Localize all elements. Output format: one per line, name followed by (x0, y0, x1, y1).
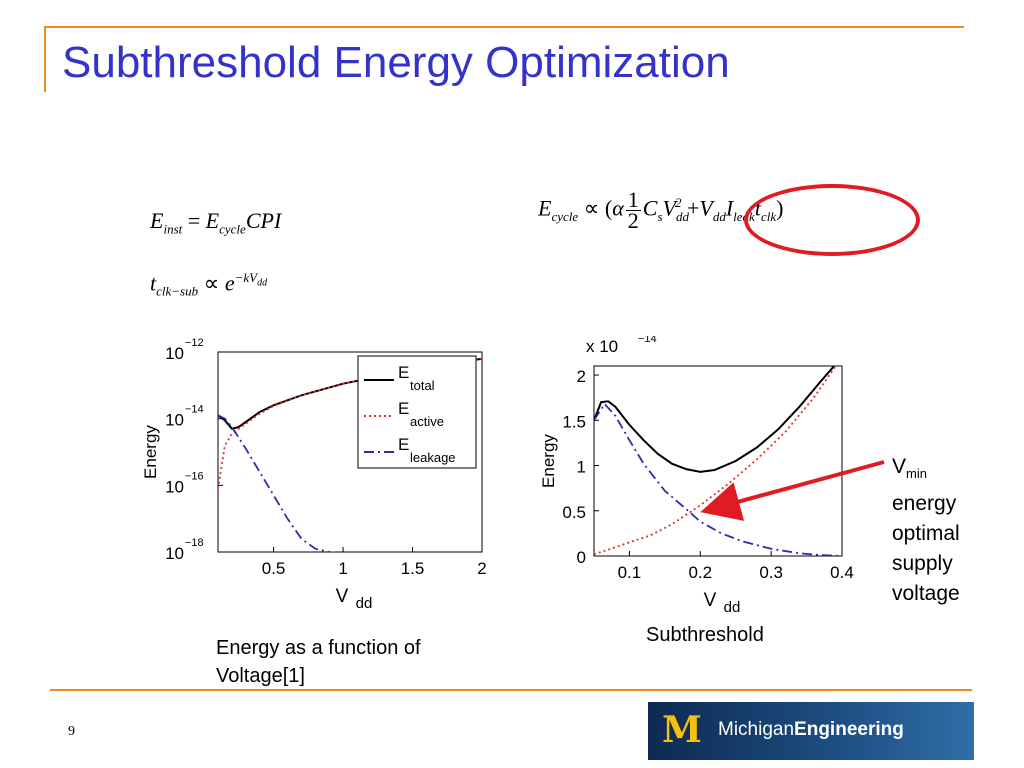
x-tick-label: 1.5 (401, 559, 425, 578)
equation-e-cycle: Ecycle ∝ (α 1 2 CsVdd2 +VddIleaktclk) (538, 187, 784, 233)
series-line-active (218, 357, 482, 489)
series-group (594, 366, 842, 556)
y-axis-label: Energy (539, 434, 558, 488)
x-tick-label: 2 (477, 559, 486, 578)
y-tick-exponent: −16 (185, 470, 204, 482)
legend-label: E (398, 399, 409, 418)
y-tick-label: 10 (165, 477, 184, 496)
leakage-term-highlight (744, 184, 920, 256)
equation-t-clk-sub: tclk−sub ∝ e−kVdd (150, 270, 268, 299)
x-axis-label: V (336, 586, 349, 607)
series-line-active (594, 366, 837, 556)
y-tick-label: 1.5 (562, 412, 586, 431)
series-line-total (594, 366, 836, 473)
footer-rule (50, 689, 972, 691)
y-axis-label: Energy (141, 425, 160, 479)
y-multiplier-exponent: −14 (638, 336, 657, 345)
vmin-label: V (892, 455, 907, 478)
title-accent-rule (44, 26, 964, 28)
michigan-engineering-logo: M MichiganEngineering (648, 702, 974, 760)
vmin-label-sub: min (906, 466, 927, 482)
logo-text: MichiganEngineering (718, 719, 904, 740)
x-tick-label: 0.4 (830, 563, 854, 582)
series-line-leakage (218, 414, 337, 552)
plot-area (593, 365, 843, 557)
page-number: 9 (68, 724, 75, 739)
y-tick-label: 0 (577, 548, 586, 567)
legend-label: E (398, 363, 409, 382)
vmin-line: optimal (892, 522, 960, 546)
subthreshold-energy-chart: 0.1 0.2 0.3 0.4 0 0.5 1 1.5 2 Energy V dd x 10 −14 (539, 336, 854, 614)
series-line-leakage (594, 402, 842, 556)
x-axis-label-sub: dd (724, 599, 741, 614)
y-tick-label: 1 (577, 458, 586, 477)
x-tick-label: 1 (338, 559, 347, 578)
x-axis-label-sub: dd (356, 595, 373, 612)
y-tick-label: 10 (165, 544, 184, 563)
equation-e-inst: Einst = EcycleCPI (150, 208, 282, 237)
y-tick-label: 10 (165, 411, 184, 430)
x-tick-label: 0.1 (618, 563, 642, 582)
x-tick-label: 0.5 (262, 559, 286, 578)
legend-label-sub: leakage (410, 450, 456, 465)
right-chart-caption: Subthreshold (646, 624, 764, 646)
x-tick-label: 0.2 (688, 563, 712, 582)
legend-label: E (398, 435, 409, 454)
y-tick-label: 0.5 (562, 503, 586, 522)
y-tick-label: 2 (577, 367, 586, 386)
y-tick-exponent: −18 (185, 537, 204, 549)
title-accent-bar (44, 26, 46, 92)
vmin-line: supply (892, 552, 953, 576)
slide-title: Subthreshold Energy Optimization (62, 38, 730, 87)
x-axis-label: V (704, 590, 717, 611)
x-tick-label: 0.3 (759, 563, 783, 582)
left-chart-caption: Energy as a function of Voltage[1] (216, 637, 421, 687)
y-tick-exponent: −12 (185, 337, 204, 349)
y-tick-exponent: −14 (185, 404, 204, 416)
vmin-line: energy (892, 492, 957, 516)
vmin-annotation: Vmin energy optimal supply voltage (892, 452, 960, 609)
vmin-line: voltage (892, 582, 960, 606)
y-tick-label: 10 (165, 344, 184, 363)
legend-label-sub: total (410, 378, 435, 393)
block-m-icon: M (662, 709, 702, 751)
legend-label-sub: active (410, 414, 444, 429)
y-multiplier: x 10 (586, 337, 618, 356)
legend (357, 355, 477, 469)
